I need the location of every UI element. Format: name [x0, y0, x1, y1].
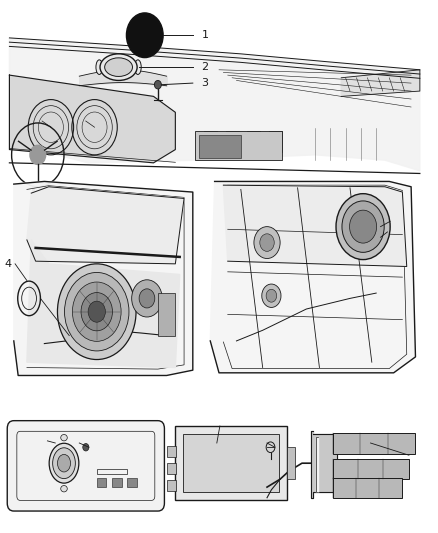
- Bar: [97, 478, 106, 487]
- Circle shape: [132, 280, 162, 317]
- Polygon shape: [14, 181, 193, 375]
- Bar: [287, 447, 294, 479]
- Ellipse shape: [61, 434, 67, 441]
- Circle shape: [154, 80, 161, 89]
- Ellipse shape: [49, 443, 79, 483]
- Ellipse shape: [134, 60, 141, 75]
- Bar: [183, 434, 279, 492]
- Text: 6: 6: [81, 438, 88, 448]
- Bar: [112, 478, 122, 487]
- Polygon shape: [316, 437, 318, 492]
- Ellipse shape: [61, 486, 67, 492]
- Circle shape: [139, 289, 155, 308]
- Bar: [97, 469, 127, 474]
- FancyBboxPatch shape: [7, 421, 164, 511]
- Text: 4: 4: [4, 259, 11, 269]
- Text: 9: 9: [269, 438, 276, 448]
- Bar: [332, 433, 416, 454]
- Text: 3: 3: [201, 78, 208, 88]
- Ellipse shape: [53, 448, 75, 479]
- Polygon shape: [311, 431, 337, 498]
- Circle shape: [260, 234, 274, 252]
- Bar: [158, 293, 175, 336]
- Circle shape: [254, 227, 280, 259]
- Polygon shape: [210, 181, 416, 373]
- Bar: [332, 478, 403, 498]
- Circle shape: [266, 289, 277, 302]
- Bar: [167, 480, 176, 491]
- Circle shape: [342, 201, 384, 252]
- Circle shape: [30, 146, 46, 165]
- Bar: [127, 478, 137, 487]
- Bar: [167, 463, 176, 474]
- Ellipse shape: [57, 455, 71, 472]
- Circle shape: [336, 193, 390, 260]
- Circle shape: [81, 293, 113, 331]
- Circle shape: [83, 443, 89, 451]
- Polygon shape: [10, 38, 420, 171]
- Bar: [175, 426, 287, 500]
- Bar: [269, 131, 283, 152]
- Bar: [332, 459, 409, 479]
- Circle shape: [262, 284, 281, 308]
- Bar: [167, 446, 176, 457]
- Circle shape: [57, 264, 136, 360]
- Circle shape: [127, 13, 163, 58]
- Polygon shape: [341, 70, 420, 96]
- Circle shape: [88, 301, 106, 322]
- Bar: [195, 131, 283, 160]
- Bar: [204, 131, 217, 152]
- Ellipse shape: [96, 60, 102, 75]
- Polygon shape: [10, 75, 175, 163]
- Circle shape: [72, 282, 121, 341]
- Text: 8: 8: [374, 438, 381, 448]
- Bar: [226, 131, 239, 152]
- Text: 1: 1: [201, 30, 208, 41]
- Bar: [199, 135, 241, 158]
- Polygon shape: [223, 185, 407, 266]
- Circle shape: [64, 272, 129, 351]
- Text: 10: 10: [385, 222, 399, 232]
- Text: 7: 7: [210, 438, 217, 448]
- Bar: [247, 131, 261, 152]
- Polygon shape: [27, 240, 180, 368]
- Circle shape: [350, 210, 377, 243]
- Ellipse shape: [105, 58, 133, 76]
- Text: 2: 2: [201, 62, 208, 72]
- Polygon shape: [27, 187, 184, 264]
- Text: 5: 5: [57, 438, 64, 448]
- Ellipse shape: [100, 54, 137, 80]
- Text: 11: 11: [385, 232, 399, 243]
